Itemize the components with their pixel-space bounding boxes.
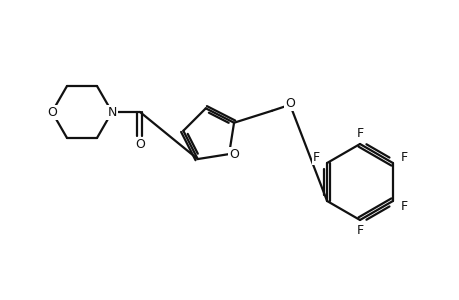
Text: F: F bbox=[356, 224, 363, 238]
Text: F: F bbox=[399, 200, 407, 214]
Text: F: F bbox=[399, 151, 407, 164]
Text: F: F bbox=[356, 127, 363, 140]
Text: F: F bbox=[312, 151, 319, 164]
Text: O: O bbox=[47, 106, 57, 118]
Text: N: N bbox=[107, 106, 117, 118]
Text: O: O bbox=[285, 97, 294, 110]
Text: O: O bbox=[229, 148, 239, 160]
Text: O: O bbox=[135, 137, 145, 151]
